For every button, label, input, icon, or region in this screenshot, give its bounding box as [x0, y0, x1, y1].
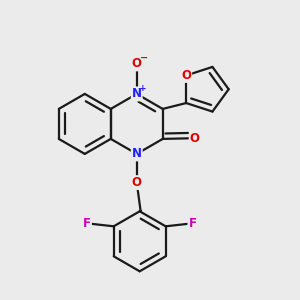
- Text: F: F: [188, 217, 196, 230]
- Text: N: N: [132, 147, 142, 161]
- Text: −: −: [140, 52, 148, 62]
- Text: F: F: [83, 217, 91, 230]
- Text: N: N: [132, 87, 142, 101]
- Text: O: O: [190, 132, 200, 145]
- Text: O: O: [181, 69, 191, 82]
- Text: O: O: [132, 176, 142, 189]
- Text: +: +: [140, 84, 147, 93]
- Text: O: O: [132, 57, 142, 70]
